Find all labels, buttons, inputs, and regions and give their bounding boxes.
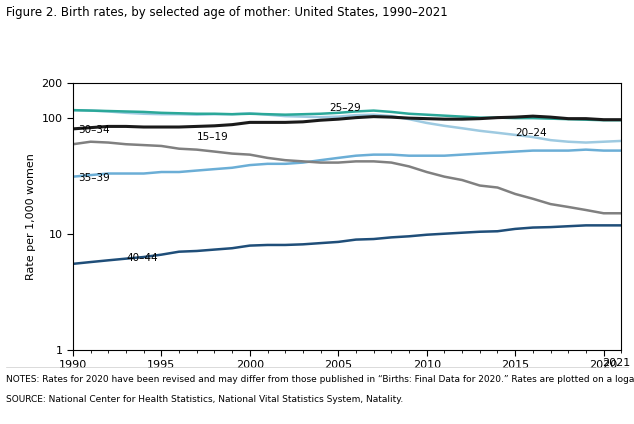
Text: 30–34: 30–34 bbox=[78, 125, 110, 135]
Text: 20–24: 20–24 bbox=[515, 128, 547, 139]
Text: 15–19: 15–19 bbox=[197, 132, 228, 142]
Text: Figure 2. Birth rates, by selected age of mother: United States, 1990–2021: Figure 2. Birth rates, by selected age o… bbox=[6, 6, 448, 20]
Text: NOTES: Rates for 2020 have been revised and may differ from those published in “: NOTES: Rates for 2020 have been revised … bbox=[6, 375, 634, 384]
Text: 40–44: 40–44 bbox=[126, 253, 158, 263]
Text: 2021: 2021 bbox=[602, 358, 630, 368]
Text: 35–39: 35–39 bbox=[78, 173, 110, 183]
Text: 25–29: 25–29 bbox=[330, 103, 361, 114]
Y-axis label: Rate per 1,000 women: Rate per 1,000 women bbox=[26, 153, 36, 280]
Text: SOURCE: National Center for Health Statistics, National Vital Statistics System,: SOURCE: National Center for Health Stati… bbox=[6, 395, 404, 404]
